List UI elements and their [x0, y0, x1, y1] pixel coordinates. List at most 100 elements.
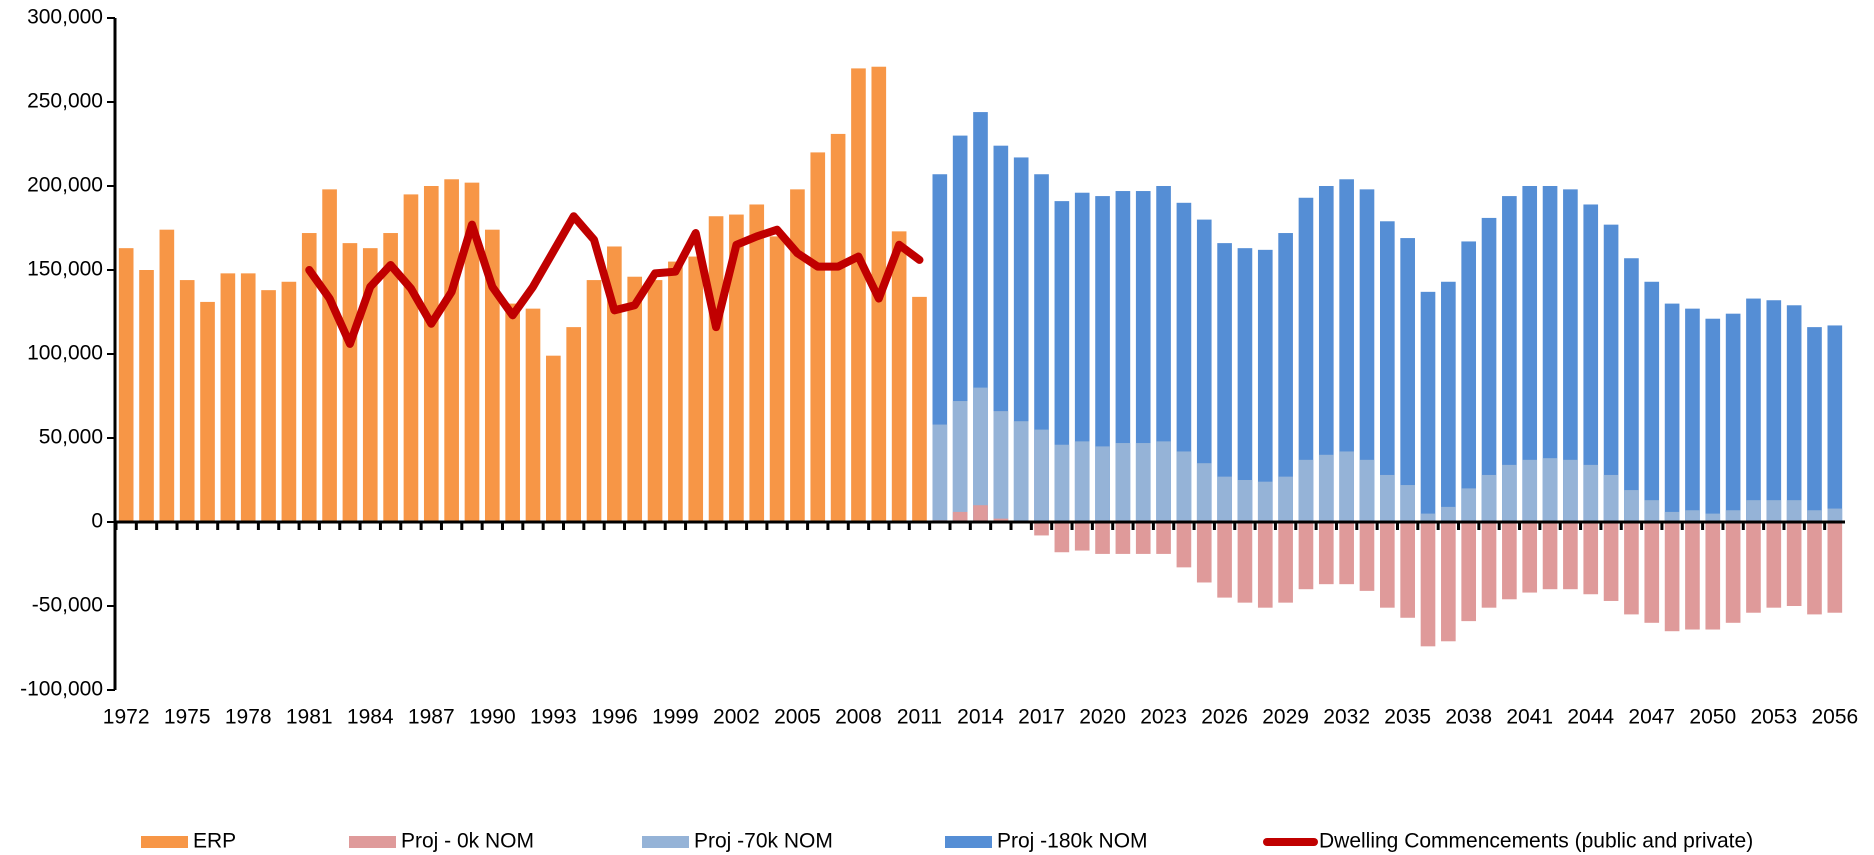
bar: [830, 133, 846, 523]
bar: [1257, 249, 1273, 522]
x-tick-label: 1975: [164, 706, 211, 729]
bar: [1786, 305, 1802, 522]
bar: [1563, 522, 1578, 590]
bar: [1420, 291, 1436, 522]
bar: [1156, 441, 1171, 522]
bar: [1624, 258, 1639, 522]
bar: [932, 424, 948, 522]
bar: [1705, 522, 1721, 630]
bar: [1522, 522, 1538, 593]
bar: [1176, 522, 1192, 568]
bar: [769, 236, 785, 522]
bar: [1827, 325, 1843, 522]
bar: [1502, 522, 1517, 600]
bar: [1380, 522, 1395, 608]
x-tick-label: 2026: [1201, 706, 1248, 729]
bar: [1502, 464, 1517, 522]
bar: [1603, 224, 1619, 522]
x-tick-label: 1987: [408, 706, 455, 729]
bar: [1827, 508, 1843, 522]
bar: [790, 189, 805, 523]
y-tick-label: 50,000: [39, 426, 103, 449]
bar: [525, 308, 541, 522]
bar: [1217, 476, 1232, 522]
bar: [1502, 196, 1517, 522]
bar: [1786, 500, 1802, 522]
bar: [1725, 510, 1741, 522]
bar: [1644, 281, 1660, 522]
bar: [1054, 201, 1070, 522]
bar: [1074, 192, 1090, 522]
y-tick-label: 150,000: [27, 258, 103, 281]
bar: [1359, 522, 1375, 591]
bar: [1318, 454, 1334, 522]
bar: [1746, 298, 1761, 522]
bar: [1115, 191, 1131, 523]
bar: [1746, 500, 1761, 522]
bar: [1196, 219, 1212, 522]
bar: [627, 276, 643, 522]
bar: [1583, 464, 1599, 522]
bar: [1013, 421, 1029, 522]
bar: [1074, 441, 1090, 522]
bar: [1705, 513, 1721, 522]
bar: [403, 194, 419, 522]
y-tick-label: 100,000: [27, 342, 103, 365]
bar: [1298, 197, 1314, 522]
bar: [891, 231, 907, 523]
bar: [1318, 522, 1334, 585]
bar: [1807, 510, 1822, 522]
bar: [261, 290, 276, 522]
bar: [139, 270, 154, 522]
bar: [1156, 522, 1171, 554]
bar: [1318, 186, 1334, 522]
bar: [1522, 459, 1538, 522]
x-tick-label: 2035: [1384, 706, 1431, 729]
x-tick-label: 1984: [347, 706, 394, 729]
bar: [668, 261, 683, 522]
bar: [1196, 463, 1212, 522]
y-tick-label: -50,000: [32, 594, 103, 617]
bar: [1237, 248, 1253, 522]
bar: [1563, 189, 1578, 523]
y-tick-label: 200,000: [27, 174, 103, 197]
bar: [1237, 480, 1253, 522]
bar: [1766, 300, 1782, 522]
bar: [444, 179, 459, 522]
bar: [1135, 191, 1151, 523]
bar: [1257, 522, 1273, 608]
bar: [1441, 506, 1456, 522]
y-tick-label: -100,000: [20, 678, 103, 701]
bar: [1176, 451, 1192, 522]
legend-label: Proj - 0k NOM: [401, 830, 534, 853]
bar: [1400, 522, 1415, 618]
bar: [1095, 446, 1110, 522]
bar: [1461, 522, 1477, 622]
bar: [1522, 186, 1538, 522]
bar: [1807, 327, 1822, 522]
legend-swatch: [141, 836, 188, 848]
bar: [342, 243, 358, 522]
legend-label: Proj -180k NOM: [997, 830, 1148, 853]
bar: [464, 182, 480, 522]
x-tick-label: 1993: [530, 706, 577, 729]
bar: [362, 248, 378, 522]
bar: [993, 518, 1009, 522]
bar: [1624, 490, 1639, 522]
x-tick-label: 2044: [1567, 706, 1614, 729]
y-tick-label: 300,000: [27, 6, 103, 29]
y-tick-label: 0: [91, 510, 103, 533]
bar: [1441, 281, 1456, 522]
bar: [1298, 522, 1314, 590]
bar: [1420, 522, 1436, 647]
bar: [1074, 522, 1090, 551]
bar: [1583, 522, 1599, 595]
x-tick-label: 1972: [103, 706, 150, 729]
bar: [1278, 476, 1293, 522]
bar: [1786, 522, 1802, 606]
bar: [159, 229, 175, 522]
line: [305, 212, 924, 348]
bar: [1563, 459, 1578, 522]
bar: [1664, 522, 1680, 632]
bar: [1054, 444, 1070, 522]
